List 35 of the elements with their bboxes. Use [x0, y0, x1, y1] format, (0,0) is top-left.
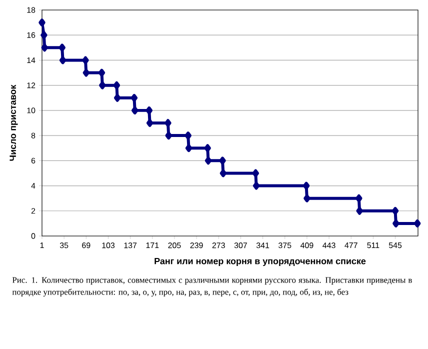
point: [130, 94, 138, 102]
point: [98, 68, 106, 77]
point: [220, 169, 227, 178]
point: [164, 119, 172, 127]
point: [114, 94, 121, 102]
point: [40, 31, 48, 40]
point: [59, 56, 66, 64]
point: [356, 206, 363, 215]
point: [219, 156, 226, 165]
point: [252, 169, 260, 178]
point: [392, 206, 399, 215]
point: [252, 182, 260, 190]
point: [82, 56, 89, 64]
point: [58, 44, 66, 52]
point: [302, 182, 310, 190]
point: [165, 132, 172, 140]
x-axis-title: Ранг или номер корня в упорядоченном списке: [154, 258, 366, 266]
point: [204, 156, 212, 165]
point: [204, 144, 211, 152]
point: [82, 68, 90, 77]
point: [392, 219, 400, 228]
point: [146, 119, 154, 127]
point: [99, 81, 106, 90]
point: [185, 144, 192, 152]
point: [184, 132, 192, 140]
point: [132, 106, 138, 114]
point: [38, 18, 46, 27]
point: [41, 44, 48, 52]
point: [113, 81, 120, 90]
point: [304, 194, 310, 202]
text: Рис. 1. Количество приставок, совместимых с различными корнями русского языка. Приставки приведены в порядке употребительности: по, за, о, у, про, на, раз, в, пере, с, от, при, до, под, об, из, не, без: [12, 277, 412, 297]
point: [356, 194, 362, 202]
y-axis-title: Число приставок: [10, 84, 18, 161]
point: [414, 219, 421, 228]
point: [146, 106, 153, 114]
